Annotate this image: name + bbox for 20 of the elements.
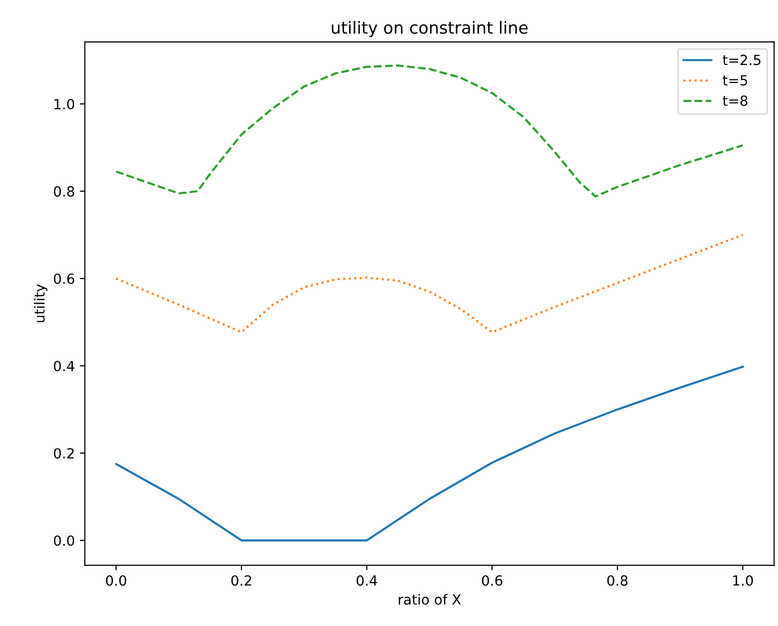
y-axis-title: utility — [34, 284, 48, 322]
y-tick-label: 0.0 — [54, 535, 74, 546]
y-tick-label: 0.8 — [54, 186, 74, 197]
y-tick-label: 0.2 — [54, 448, 74, 459]
x-tick-label: 0.0 — [106, 575, 126, 586]
x-tick-label: 1.0 — [733, 575, 753, 586]
legend-label: t=5 — [722, 75, 748, 86]
x-tick-label: 0.8 — [607, 575, 628, 586]
x-tick-label: 0.6 — [482, 575, 502, 586]
x-axis-title: ratio of X — [398, 594, 461, 605]
x-tick-label: 0.2 — [231, 575, 252, 586]
y-tick-label: 0.4 — [54, 360, 74, 372]
x-tick-label: 0.4 — [356, 575, 378, 586]
y-tick-label: 0.6 — [54, 273, 74, 284]
legend-label: t=8 — [722, 95, 748, 106]
y-tick-label: 1.0 — [54, 98, 74, 110]
line-series — [115, 234, 744, 334]
line-series — [115, 366, 744, 542]
chart-title: utility on constraint line — [332, 20, 528, 38]
legend-label: t=2.5 — [722, 54, 760, 66]
